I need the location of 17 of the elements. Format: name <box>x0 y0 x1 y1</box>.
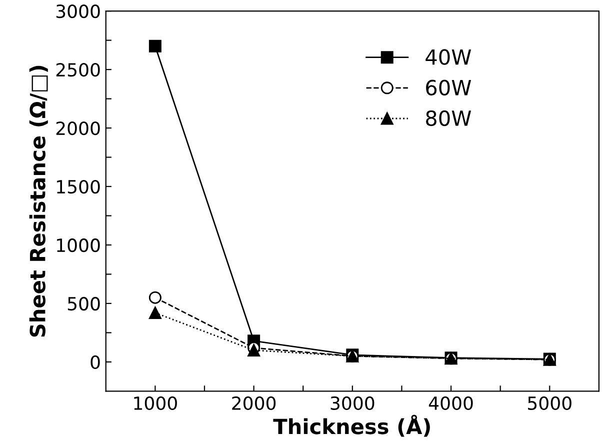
y-tick-label: 1500 <box>57 180 100 194</box>
x-tick-label: 1000 <box>134 396 177 410</box>
x-tick-label: 5000 <box>528 396 572 410</box>
legend-label: 80W <box>426 110 472 126</box>
y-tick-label: 0 <box>90 355 100 370</box>
x-tick-label: 4000 <box>428 396 473 410</box>
y-tick-label: 1000 <box>57 238 100 252</box>
y-axis-title: Sheet Resistance (Ω/□) <box>29 66 48 337</box>
x-tick-label: 2000 <box>232 396 276 410</box>
y-tick-label: 2500 <box>56 62 100 77</box>
x-axis-title: Thickness (Å) <box>273 414 430 437</box>
legend-label: 60W <box>426 80 472 96</box>
y-tick-label: 2000 <box>56 121 100 136</box>
y-tick-label: 500 <box>68 296 100 311</box>
legend-label: 40W <box>426 49 472 65</box>
y-tick-label: 3000 <box>56 4 100 18</box>
x-tick-label: 3000 <box>330 396 374 410</box>
